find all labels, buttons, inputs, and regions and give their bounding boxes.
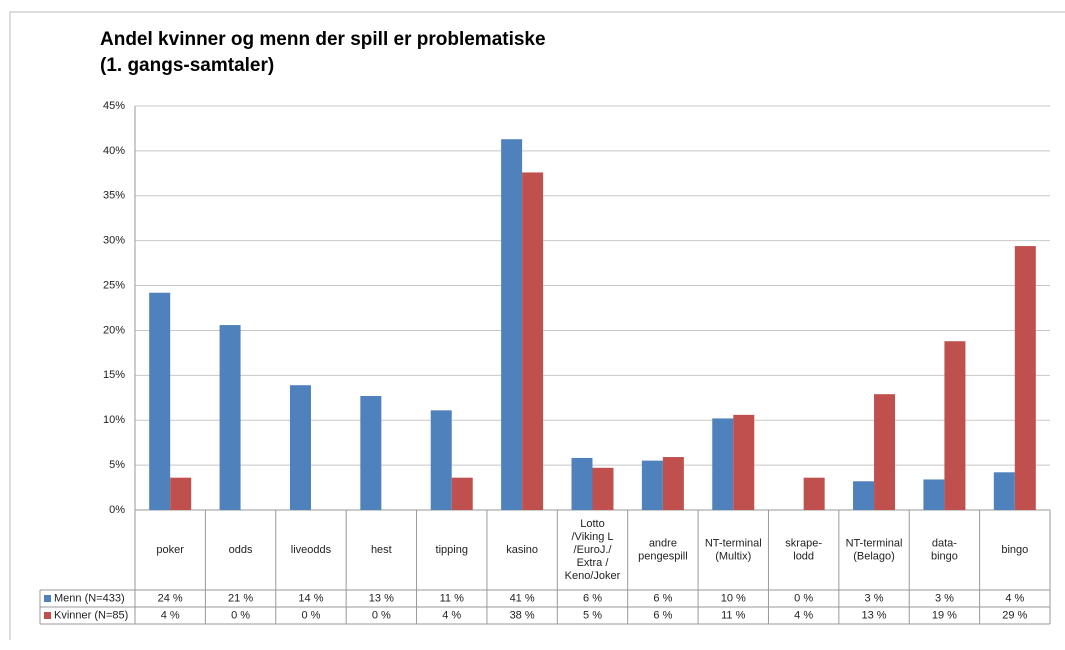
- bar: [923, 479, 945, 510]
- bar: [853, 481, 875, 510]
- chart-frame: [9, 11, 1065, 640]
- x-tick-label: liveodds: [291, 544, 332, 556]
- table-value: 3 %: [935, 592, 954, 604]
- table-value: 3 %: [865, 592, 884, 604]
- bar: [1014, 246, 1036, 510]
- x-tick-label: odds: [229, 544, 253, 556]
- chart-subtitle: (1. gangs-samtaler): [100, 55, 274, 76]
- table-value: 21 %: [228, 592, 253, 604]
- bar: [360, 395, 382, 510]
- table-value: 0 %: [301, 609, 320, 621]
- table-value: 6 %: [653, 609, 672, 621]
- table-value: 6 %: [583, 592, 602, 604]
- y-tick-label: 5%: [109, 459, 125, 471]
- table-value: 11 %: [721, 609, 745, 621]
- bar: [522, 172, 544, 511]
- legend-key: [44, 612, 51, 619]
- table-value: 4 %: [161, 609, 180, 621]
- bar: [571, 457, 593, 510]
- bar: [219, 325, 241, 510]
- y-tick-label: 10%: [103, 414, 125, 426]
- x-tick-label: poker: [156, 544, 184, 556]
- table-value: 0 %: [231, 609, 250, 621]
- bar: [451, 477, 473, 510]
- y-tick-label: 35%: [103, 190, 125, 202]
- bar: [662, 457, 684, 510]
- bar: [874, 394, 896, 510]
- bar: [170, 477, 192, 510]
- table-value: 0 %: [794, 592, 813, 604]
- x-tick-label: skrape-lodd: [785, 537, 822, 562]
- x-tick-label: andre pengespill: [638, 537, 688, 562]
- table-value: 13 %: [861, 609, 886, 621]
- x-tick-label: data-bingo: [931, 537, 958, 562]
- bar: [289, 385, 311, 510]
- table-value: 38 %: [510, 609, 535, 621]
- bar: [149, 292, 171, 510]
- y-tick-label: 20%: [103, 324, 125, 336]
- table-value: 11 %: [440, 592, 464, 604]
- x-tick-label: NT-terminal (Belago): [846, 537, 903, 562]
- table-value: 0 %: [372, 609, 391, 621]
- y-tick-label: 15%: [103, 369, 125, 381]
- table-value: 13 %: [369, 592, 394, 604]
- bar: [501, 139, 523, 510]
- bar: [712, 418, 734, 510]
- y-tick-label: 0%: [109, 504, 125, 516]
- legend-key: [44, 595, 51, 602]
- table-value: 29 %: [1002, 609, 1027, 621]
- table-value: 41 %: [510, 592, 535, 604]
- table-value: 6 %: [653, 592, 672, 604]
- x-tick-label: Lotto/Viking L/EuroJ./Extra / Keno/Joker: [565, 518, 621, 582]
- bar: [641, 460, 663, 510]
- legend-label: Menn (N=433): [54, 592, 125, 604]
- y-tick-label: 25%: [103, 279, 125, 291]
- bar: [592, 467, 614, 510]
- table-value: 14 %: [298, 592, 323, 604]
- x-tick-label: kasino: [506, 544, 538, 556]
- bar: [430, 410, 452, 510]
- table-value: 4 %: [442, 609, 461, 621]
- y-tick-label: 30%: [103, 235, 125, 247]
- bar: [803, 477, 825, 510]
- table-value: 5 %: [583, 609, 602, 621]
- x-tick-label: NT-terminal (Multix): [705, 537, 762, 562]
- x-tick-label: bingo: [1001, 544, 1028, 556]
- table-value: 19 %: [932, 609, 957, 621]
- bar: [733, 414, 755, 510]
- table-value: 24 %: [158, 592, 183, 604]
- x-tick-label: tipping: [436, 544, 468, 556]
- y-tick-label: 45%: [103, 100, 125, 112]
- chart-title: Andel kvinner og menn der spill er probl…: [100, 29, 546, 50]
- x-tick-label: hest: [371, 544, 392, 556]
- table-value: 4 %: [1005, 592, 1024, 604]
- bar: [944, 341, 966, 510]
- legend-label: Kvinner (N=85): [54, 609, 128, 621]
- bar: [993, 472, 1015, 510]
- table-value: 4 %: [794, 609, 813, 621]
- y-tick-label: 40%: [103, 145, 125, 157]
- table-value: 10 %: [721, 592, 746, 604]
